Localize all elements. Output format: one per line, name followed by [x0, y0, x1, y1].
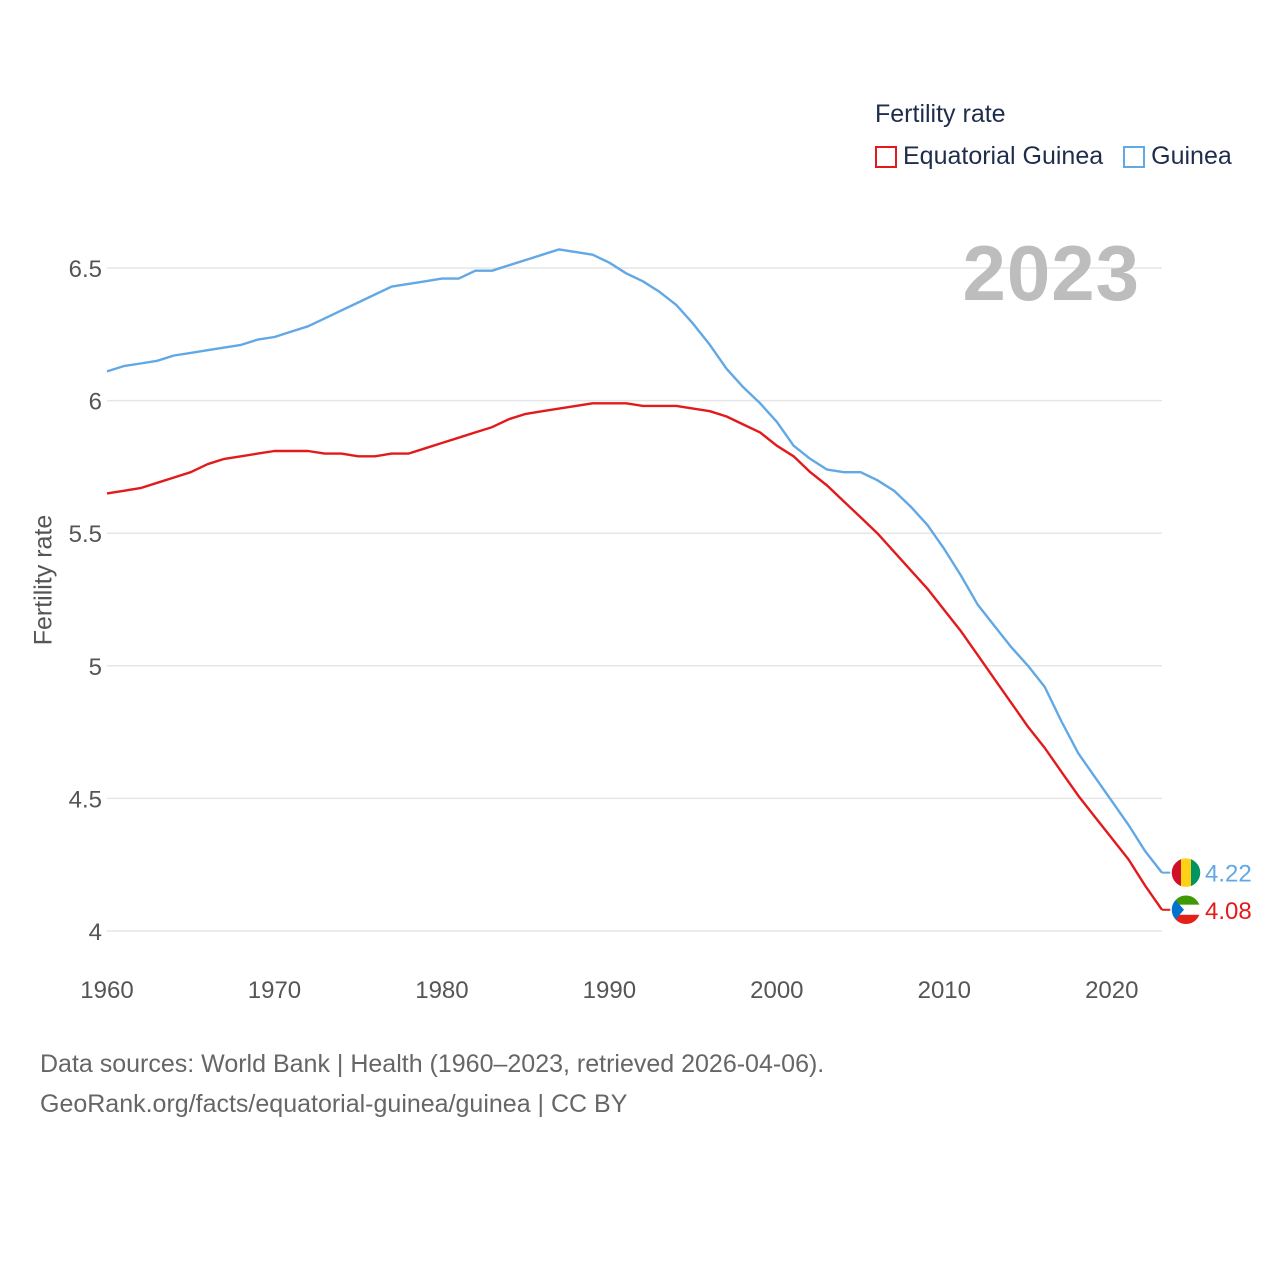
y-tick-label: 4.5 [69, 786, 102, 813]
y-tick-label: 4 [89, 919, 102, 946]
y-axis-title: Fertility rate [29, 514, 58, 646]
data-source-text: Data sources: World Bank | Health (1960–… [40, 1050, 825, 1078]
equatorial-guinea-flag-icon [1170, 894, 1202, 926]
x-tick-label: 1970 [248, 977, 301, 1004]
y-tick-label: 6.5 [69, 256, 102, 283]
legend-swatch-guinea [1123, 145, 1146, 168]
y-tick-label: 6 [89, 389, 102, 416]
legend: Equatorial Guinea Guinea [875, 142, 1252, 171]
end-value-label: 4.08 [1205, 898, 1252, 925]
x-tick-label: 1990 [583, 977, 636, 1004]
legend-label-equatorial-guinea: Equatorial Guinea [903, 142, 1104, 170]
y-tick-label: 5 [89, 654, 102, 681]
series-line-guinea [106, 248, 1163, 874]
series-lines [106, 248, 1163, 911]
legend-item-equatorial-guinea[interactable]: Equatorial Guinea [875, 142, 1103, 171]
x-tick-label: 1960 [80, 977, 133, 1004]
x-tick-label: 2020 [1085, 977, 1138, 1004]
legend-swatch-equatorial-guinea [875, 145, 897, 168]
guinea-flag-icon [1170, 856, 1202, 889]
legend-title: Fertility rate [875, 100, 1006, 128]
end-labels: 4.22 4.08 [1162, 856, 1252, 926]
footer: Data sources: World Bank | Health (1960–… [40, 1044, 824, 1124]
attribution-link[interactable]: GeoRank.org/facts/equatorial-guinea/guin… [40, 1090, 628, 1118]
series-line-equatorial-guinea [106, 402, 1163, 911]
legend-item-guinea[interactable]: Guinea [1123, 142, 1232, 171]
y-tick-label: 5.5 [69, 521, 102, 548]
year-badge: 2023 [962, 229, 1140, 317]
x-tick-label: 1980 [415, 977, 468, 1004]
y-axis-ticks: 4 4.5 5 5.5 6 6.5 [69, 256, 102, 946]
grid-lines [107, 267, 1162, 932]
end-value-label: 4.22 [1205, 861, 1252, 888]
x-tick-label: 2010 [918, 977, 971, 1004]
x-tick-label: 2000 [750, 977, 803, 1004]
x-axis-ticks: 1960 1970 1980 1990 2000 2010 2020 [80, 977, 1138, 1004]
legend-label-guinea: Guinea [1151, 142, 1232, 170]
